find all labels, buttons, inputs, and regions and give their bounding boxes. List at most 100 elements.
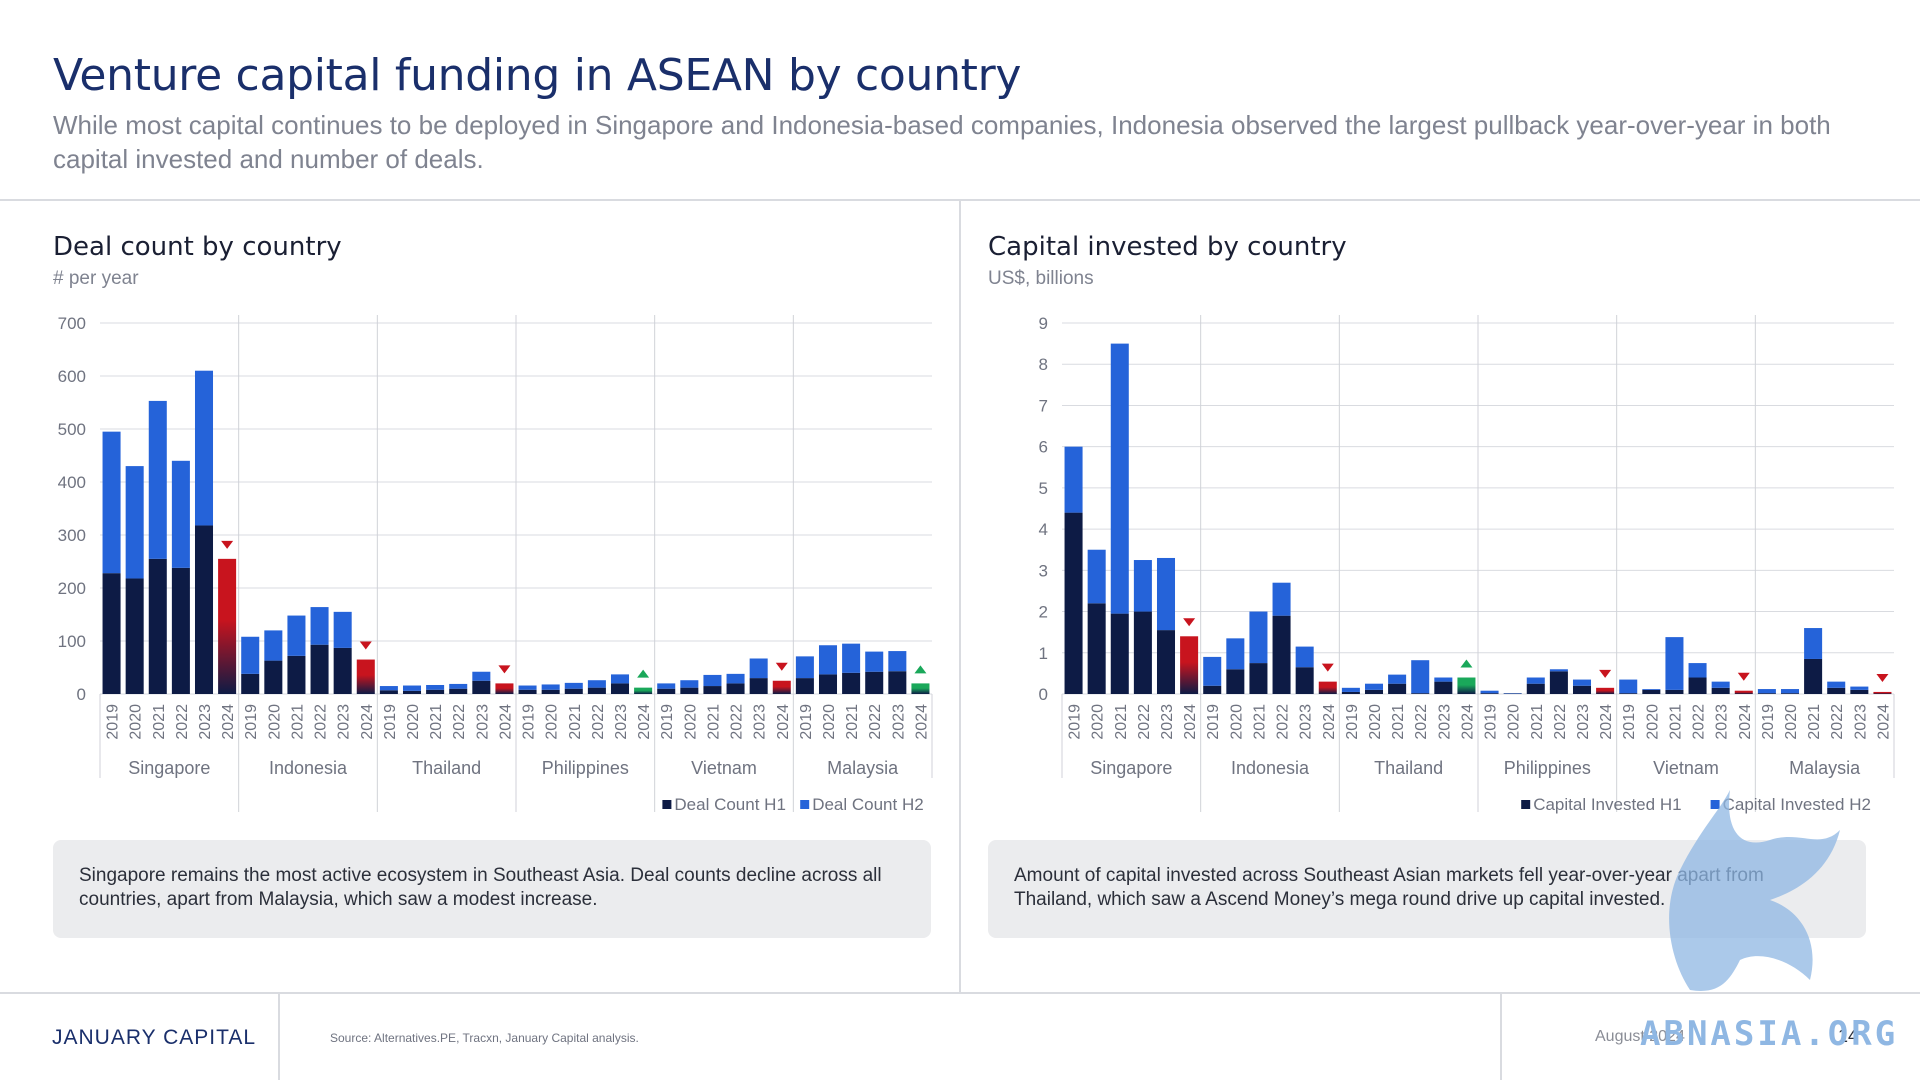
- y-tick-label: 300: [58, 526, 86, 545]
- group-label: Indonesia: [269, 758, 348, 778]
- bar-h1: [842, 672, 861, 694]
- legend-label-h1: Capital Invested H1: [1533, 795, 1681, 814]
- bar-h2: [194, 370, 214, 526]
- x-tick-year: 2023: [752, 704, 769, 740]
- group-label: Malaysia: [827, 758, 899, 778]
- x-tick-year: 2023: [890, 704, 907, 740]
- x-tick-year: 2022: [1413, 704, 1430, 740]
- x-tick-year: 2019: [798, 704, 815, 740]
- bar-h1: [911, 683, 930, 694]
- group-label: Philippines: [542, 758, 629, 778]
- legend-swatch-h2: [800, 800, 810, 809]
- y-tick-label: 7: [1039, 396, 1048, 415]
- capital-invested-chart: 0 1 2 3 4 5 6 7 8 9 2019 2020 2021 2022 2023 2024 Singap…: [1039, 314, 1895, 814]
- bar-h2: [287, 615, 306, 656]
- x-tick-year: 2024: [1321, 704, 1338, 740]
- bar-h1: [379, 690, 398, 694]
- panel-divider: [959, 201, 961, 993]
- x-tick-year: 2019: [1344, 704, 1361, 740]
- y-tick-label: 6: [1039, 438, 1048, 457]
- bar-h1: [171, 567, 190, 694]
- bar-h2: [1549, 669, 1568, 672]
- bar-h1: [634, 687, 653, 694]
- bar-h1: [587, 687, 606, 694]
- bar-h2: [148, 400, 167, 559]
- bar-h1: [1226, 669, 1245, 694]
- x-tick-year: 2019: [1067, 704, 1084, 740]
- bar-h1: [518, 689, 537, 694]
- bar-h2: [1780, 689, 1800, 694]
- bar-h2: [1272, 582, 1291, 616]
- bar-h1: [680, 687, 699, 694]
- x-tick-year: 2023: [613, 704, 630, 740]
- bar-h1: [1480, 693, 1499, 694]
- x-tick-year: 2020: [128, 704, 145, 740]
- left-insight-box: Singapore remains the most active ecosys…: [53, 840, 931, 938]
- bar-h2: [703, 674, 722, 687]
- bar-h1: [125, 578, 144, 694]
- bar-h1: [1341, 691, 1360, 694]
- bar-h1: [449, 688, 468, 694]
- y-tick-label: 1: [1039, 644, 1048, 663]
- bar-h1: [1133, 611, 1152, 694]
- x-tick-year: 2024: [1459, 704, 1476, 740]
- bar-h2: [1804, 628, 1823, 659]
- bar-h2: [1572, 679, 1592, 686]
- bar-h2: [1249, 611, 1268, 664]
- bar-h1: [1549, 671, 1568, 694]
- x-tick-year: 2020: [1228, 704, 1245, 740]
- x-tick-year: 2021: [1529, 704, 1546, 740]
- bar-h1: [1318, 681, 1337, 694]
- bar-h1: [772, 680, 791, 694]
- x-tick-year: 2021: [844, 704, 861, 740]
- x-tick-year: 2021: [1667, 704, 1684, 740]
- bar-h2: [125, 466, 144, 579]
- y-tick-label: 600: [58, 367, 86, 386]
- bar-h1: [1873, 691, 1892, 694]
- trend-down-icon: [1737, 672, 1750, 681]
- bar-h1: [818, 674, 838, 694]
- bar-h2: [1711, 681, 1730, 688]
- bar-h1: [1180, 636, 1199, 694]
- bar-h1: [1110, 613, 1129, 694]
- x-tick-year: 2020: [1506, 704, 1523, 740]
- bar-h1: [1734, 690, 1753, 694]
- bar-h2: [1156, 557, 1176, 631]
- bar-h1: [1457, 677, 1476, 694]
- x-tick-year: 2020: [1644, 704, 1661, 740]
- deal-count-chart: 0 100 200 300 400 500 600 700 2019 2020 2021 2022 20…: [58, 314, 933, 814]
- bar-h2: [1757, 689, 1776, 694]
- bar-h2: [1110, 343, 1129, 614]
- bar-h1: [1850, 689, 1869, 694]
- group-label: Vietnam: [691, 758, 757, 778]
- bar-h2: [587, 680, 606, 688]
- bar-h1: [1087, 603, 1106, 694]
- page-number: 14: [1838, 1026, 1859, 1046]
- bar-h2: [865, 651, 884, 672]
- bar-h1: [194, 525, 214, 694]
- x-tick-year: 2023: [1159, 704, 1176, 740]
- bar-h1: [1411, 693, 1430, 694]
- x-tick-year: 2023: [1714, 704, 1731, 740]
- y-tick-label: 2: [1039, 603, 1048, 622]
- bar-h1: [264, 660, 283, 694]
- x-tick-year: 2021: [1113, 704, 1130, 740]
- x-tick-year: 2023: [1298, 704, 1315, 740]
- bar-h1: [1249, 663, 1268, 694]
- x-tick-year: 2021: [705, 704, 722, 740]
- x-tick-year: 2021: [1251, 704, 1268, 740]
- footer-separator: [1500, 994, 1502, 1080]
- bar-h1: [888, 671, 907, 694]
- bar-h2: [657, 683, 676, 689]
- bar-h1: [495, 683, 514, 694]
- bar-h1: [795, 678, 814, 694]
- group-label: Singapore: [128, 758, 210, 778]
- bar-h2: [1364, 683, 1384, 690]
- x-tick-year: 2022: [451, 704, 468, 740]
- trend-down-icon: [1321, 663, 1334, 672]
- bar-h1: [1804, 658, 1823, 694]
- bar-h1: [287, 655, 306, 694]
- x-tick-year: 2019: [1483, 704, 1500, 740]
- bar-h1: [657, 688, 676, 694]
- bar-h1: [726, 683, 745, 694]
